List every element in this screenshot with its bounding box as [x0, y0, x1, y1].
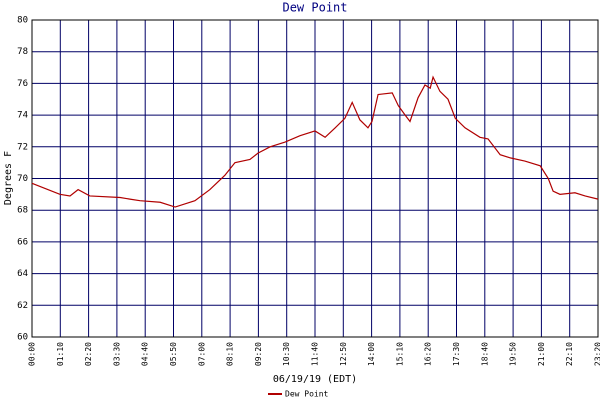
x-tick-label: 09:20 — [254, 342, 263, 366]
x-tick-label: 15:10 — [395, 342, 404, 366]
y-tick-label: 74 — [17, 111, 28, 121]
x-tick-label: 11:40 — [311, 342, 320, 366]
x-tick-label: 10:30 — [282, 342, 291, 366]
x-tick-label: 08:10 — [226, 342, 235, 366]
y-tick-label: 76 — [17, 79, 28, 89]
x-tick-label: 19:50 — [509, 342, 518, 366]
x-tick-label: 07:00 — [197, 342, 206, 366]
y-tick-label: 64 — [17, 269, 28, 279]
x-axis-label: 06/19/19 (EDT) — [273, 374, 357, 385]
y-tick-label: 78 — [17, 47, 28, 57]
y-tick-label: 60 — [17, 333, 28, 343]
x-tick-label: 21:00 — [537, 342, 546, 366]
x-tick-label: 12:50 — [339, 342, 348, 366]
y-tick-label: 70 — [17, 174, 28, 184]
x-tick-label: 02:20 — [84, 342, 93, 366]
x-tick-label: 14:00 — [367, 342, 376, 366]
y-tick-label: 62 — [17, 301, 28, 311]
legend-label: Dew Point — [285, 390, 329, 399]
y-axis-label: Degrees F — [3, 151, 14, 205]
x-tick-label: 01:10 — [56, 342, 65, 366]
x-tick-label: 18:40 — [480, 342, 489, 366]
x-tick-label: 04:40 — [141, 342, 150, 366]
x-tick-label: 16:20 — [424, 342, 433, 366]
y-tick-label: 68 — [17, 206, 28, 216]
x-tick-label: 03:30 — [112, 342, 121, 366]
x-tick-label: 17:30 — [452, 342, 461, 366]
x-tick-label: 05:50 — [169, 342, 178, 366]
y-tick-label: 80 — [17, 16, 28, 26]
x-tick-label: 22:10 — [565, 342, 574, 366]
x-tick-label: 23:20 — [594, 342, 600, 366]
y-tick-label: 66 — [17, 237, 28, 247]
x-tick-label: 00:00 — [28, 342, 37, 366]
y-tick-label: 72 — [17, 142, 28, 152]
chart-title: Dew Point — [282, 1, 347, 15]
